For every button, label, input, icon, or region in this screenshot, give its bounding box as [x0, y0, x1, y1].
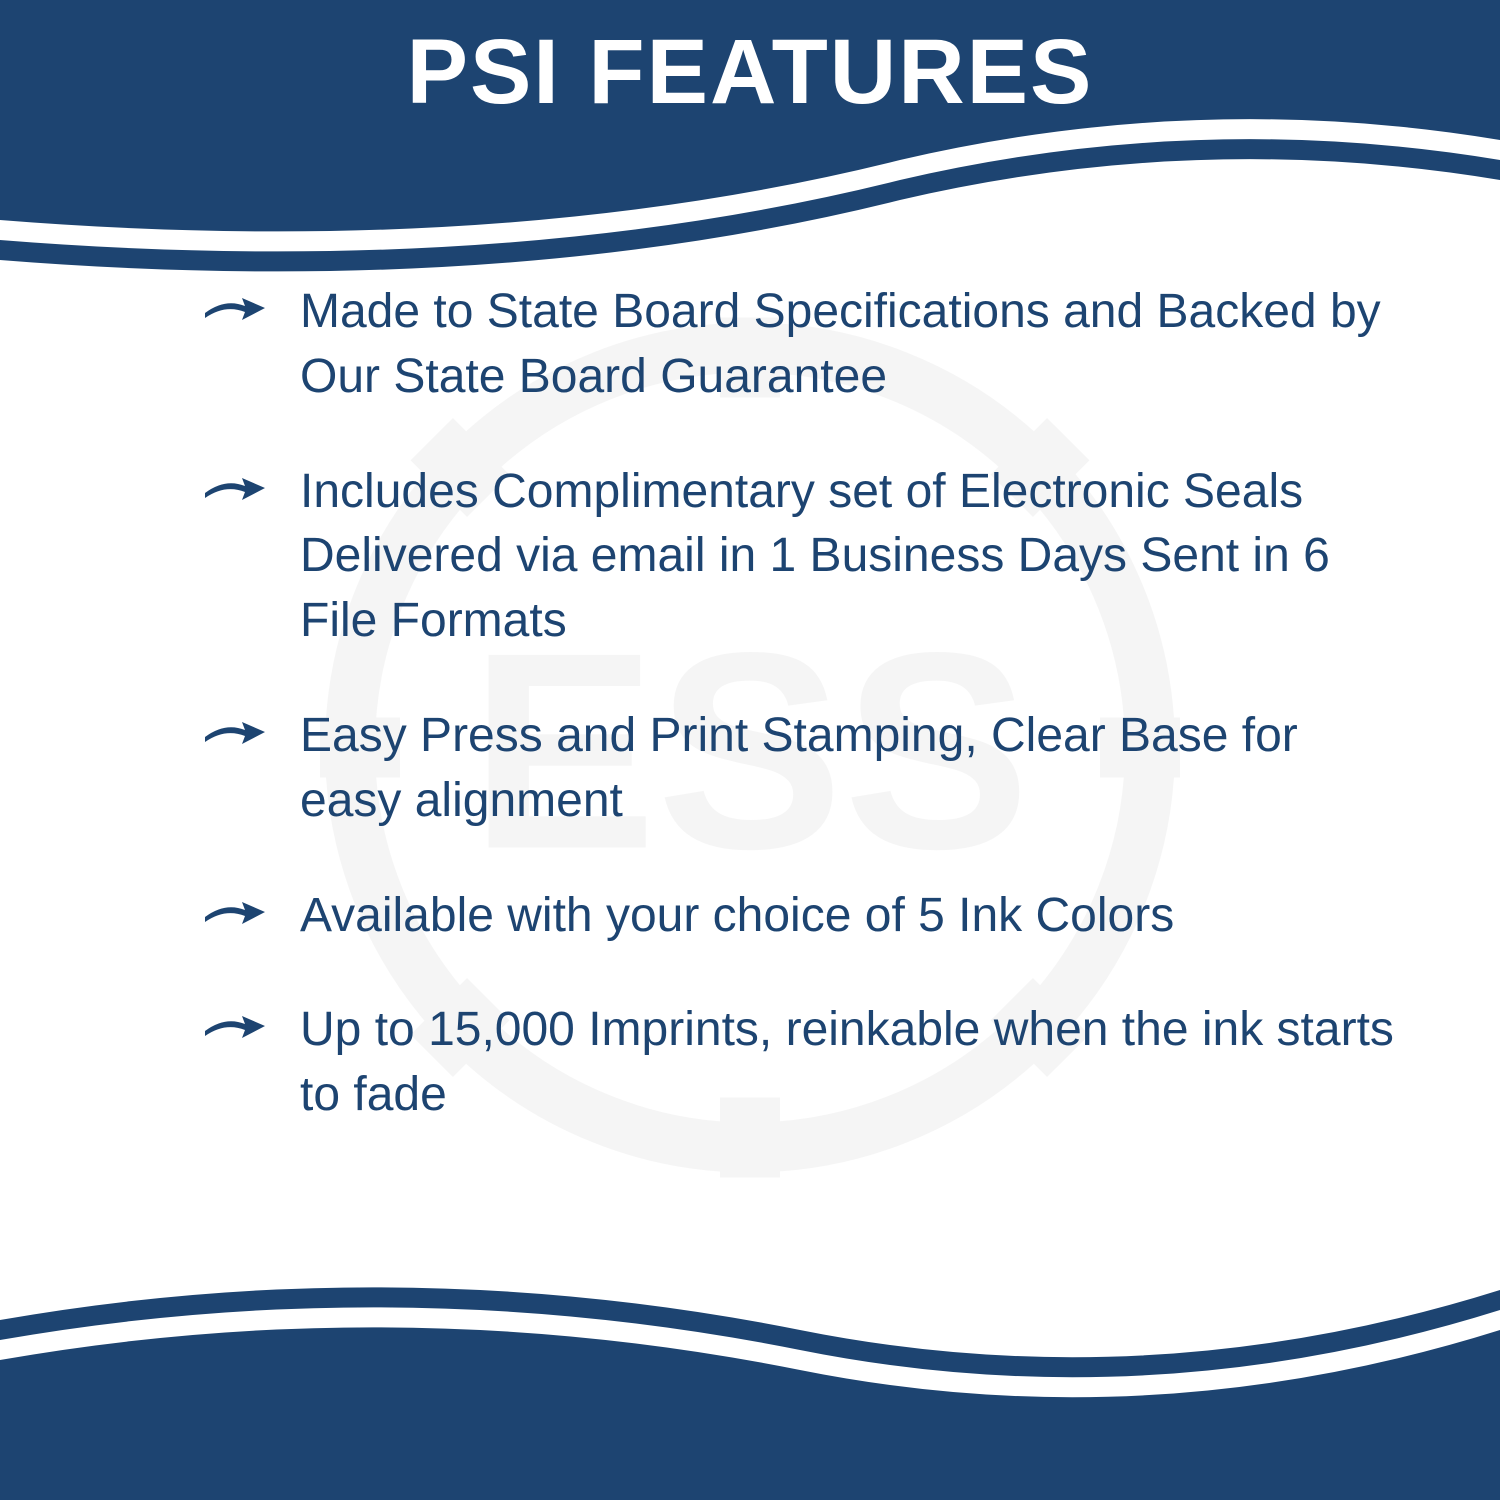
features-list: Made to State Board Specifications and B… [200, 280, 1400, 1178]
arrow-icon [200, 468, 270, 513]
feature-text: Includes Complimentary set of Electronic… [300, 460, 1400, 654]
arrow-icon [200, 892, 270, 937]
feature-text: Made to State Board Specifications and B… [300, 280, 1400, 410]
page-title: PSI FEATURES [0, 20, 1500, 125]
feature-item: Easy Press and Print Stamping, Clear Bas… [200, 704, 1400, 834]
feature-item: Includes Complimentary set of Electronic… [200, 460, 1400, 654]
arrow-icon [200, 288, 270, 333]
arrow-icon [200, 712, 270, 757]
feature-text: Easy Press and Print Stamping, Clear Bas… [300, 704, 1400, 834]
footer-wave-decoration [0, 1220, 1500, 1500]
feature-text: Up to 15,000 Imprints, reinkable when th… [300, 998, 1400, 1128]
feature-item: Available with your choice of 5 Ink Colo… [200, 884, 1400, 949]
arrow-icon [200, 1006, 270, 1051]
feature-text: Available with your choice of 5 Ink Colo… [300, 884, 1174, 949]
feature-item: Up to 15,000 Imprints, reinkable when th… [200, 998, 1400, 1128]
feature-item: Made to State Board Specifications and B… [200, 280, 1400, 410]
